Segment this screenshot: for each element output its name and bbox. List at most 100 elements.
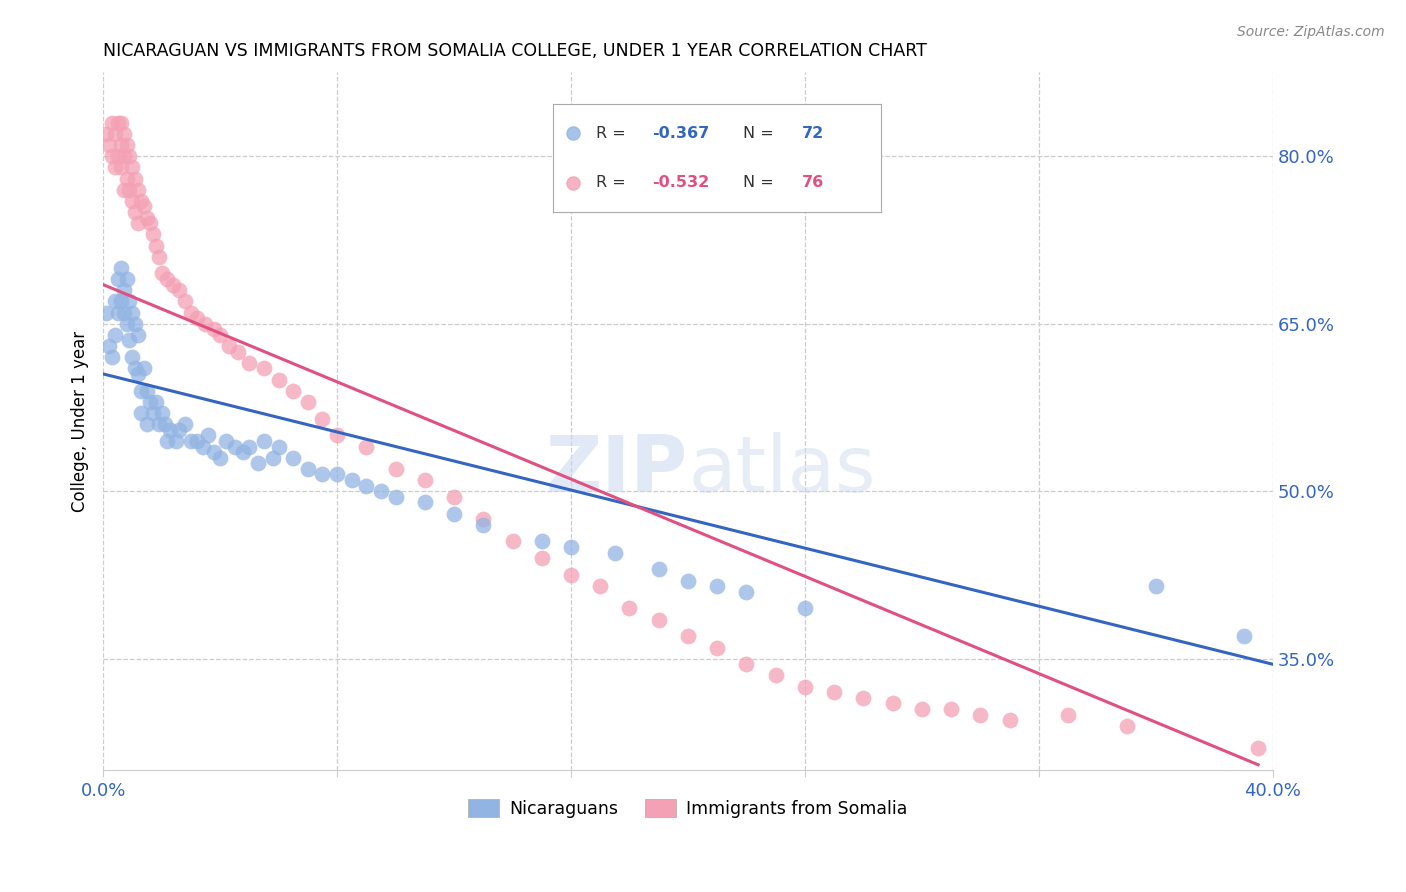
Point bbox=[186, 434, 208, 448]
Point bbox=[162, 277, 184, 292]
Point bbox=[112, 183, 135, 197]
Point bbox=[127, 327, 149, 342]
Text: atlas: atlas bbox=[688, 433, 876, 508]
Point bbox=[530, 551, 553, 566]
Point bbox=[247, 456, 270, 470]
Point bbox=[121, 350, 143, 364]
Point bbox=[226, 344, 249, 359]
Point bbox=[115, 272, 138, 286]
Point bbox=[115, 317, 138, 331]
Point bbox=[104, 127, 127, 141]
Point bbox=[530, 534, 553, 549]
Point bbox=[218, 339, 240, 353]
Point bbox=[112, 305, 135, 319]
Point bbox=[150, 406, 173, 420]
Point bbox=[101, 116, 124, 130]
Point bbox=[145, 394, 167, 409]
Point bbox=[262, 450, 284, 465]
Point bbox=[297, 394, 319, 409]
Point bbox=[939, 702, 962, 716]
Point bbox=[253, 361, 276, 376]
Point bbox=[215, 434, 238, 448]
Point bbox=[283, 384, 305, 398]
Point bbox=[132, 199, 155, 213]
Point bbox=[115, 138, 138, 153]
Point bbox=[118, 334, 141, 348]
Point bbox=[101, 149, 124, 163]
Point bbox=[197, 428, 219, 442]
Point bbox=[560, 540, 582, 554]
Point bbox=[472, 512, 495, 526]
Point bbox=[115, 171, 138, 186]
Point bbox=[619, 601, 641, 615]
Point bbox=[311, 467, 333, 482]
Point bbox=[110, 294, 132, 309]
Point bbox=[110, 161, 132, 175]
Point bbox=[110, 138, 132, 153]
Point bbox=[156, 434, 179, 448]
Point bbox=[142, 227, 165, 242]
Point bbox=[370, 484, 392, 499]
Point bbox=[326, 467, 349, 482]
Point bbox=[238, 440, 260, 454]
Point bbox=[159, 423, 181, 437]
Point bbox=[209, 327, 232, 342]
Point bbox=[136, 211, 159, 225]
Point bbox=[165, 434, 187, 448]
Point bbox=[180, 434, 202, 448]
Point bbox=[136, 417, 159, 432]
Point bbox=[121, 194, 143, 208]
Point bbox=[443, 507, 465, 521]
Point bbox=[384, 462, 406, 476]
Point bbox=[139, 394, 162, 409]
Point bbox=[104, 161, 127, 175]
Point bbox=[502, 534, 524, 549]
Point bbox=[413, 495, 436, 509]
Text: ZIP: ZIP bbox=[546, 433, 688, 508]
Point bbox=[823, 685, 845, 699]
Point bbox=[706, 640, 728, 655]
Point bbox=[735, 657, 758, 672]
Point bbox=[107, 149, 129, 163]
Point bbox=[356, 440, 378, 454]
Point bbox=[209, 450, 232, 465]
Point bbox=[765, 668, 787, 682]
Point bbox=[1232, 629, 1254, 643]
Point bbox=[443, 490, 465, 504]
Point bbox=[112, 149, 135, 163]
Point bbox=[174, 294, 197, 309]
Point bbox=[153, 417, 176, 432]
Point bbox=[110, 116, 132, 130]
Point bbox=[413, 473, 436, 487]
Point bbox=[283, 450, 305, 465]
Point bbox=[1144, 579, 1167, 593]
Point bbox=[127, 183, 149, 197]
Point bbox=[107, 272, 129, 286]
Point bbox=[94, 127, 117, 141]
Point bbox=[124, 361, 146, 376]
Point bbox=[311, 411, 333, 425]
Point bbox=[384, 490, 406, 504]
Y-axis label: College, Under 1 year: College, Under 1 year bbox=[72, 331, 89, 512]
Point bbox=[911, 702, 934, 716]
Point bbox=[194, 317, 217, 331]
Point bbox=[148, 250, 170, 264]
Point bbox=[232, 445, 254, 459]
Point bbox=[238, 356, 260, 370]
Point bbox=[150, 267, 173, 281]
Point bbox=[124, 205, 146, 219]
Point bbox=[202, 322, 225, 336]
Point bbox=[101, 350, 124, 364]
Point bbox=[356, 478, 378, 492]
Text: Source: ZipAtlas.com: Source: ZipAtlas.com bbox=[1237, 25, 1385, 39]
Text: NICARAGUAN VS IMMIGRANTS FROM SOMALIA COLLEGE, UNDER 1 YEAR CORRELATION CHART: NICARAGUAN VS IMMIGRANTS FROM SOMALIA CO… bbox=[103, 42, 927, 60]
Point bbox=[267, 372, 290, 386]
Point bbox=[297, 462, 319, 476]
Point bbox=[560, 568, 582, 582]
Point bbox=[202, 445, 225, 459]
Point bbox=[191, 440, 214, 454]
Point bbox=[589, 579, 612, 593]
Point bbox=[793, 601, 815, 615]
Point bbox=[167, 283, 190, 297]
Point bbox=[647, 613, 669, 627]
